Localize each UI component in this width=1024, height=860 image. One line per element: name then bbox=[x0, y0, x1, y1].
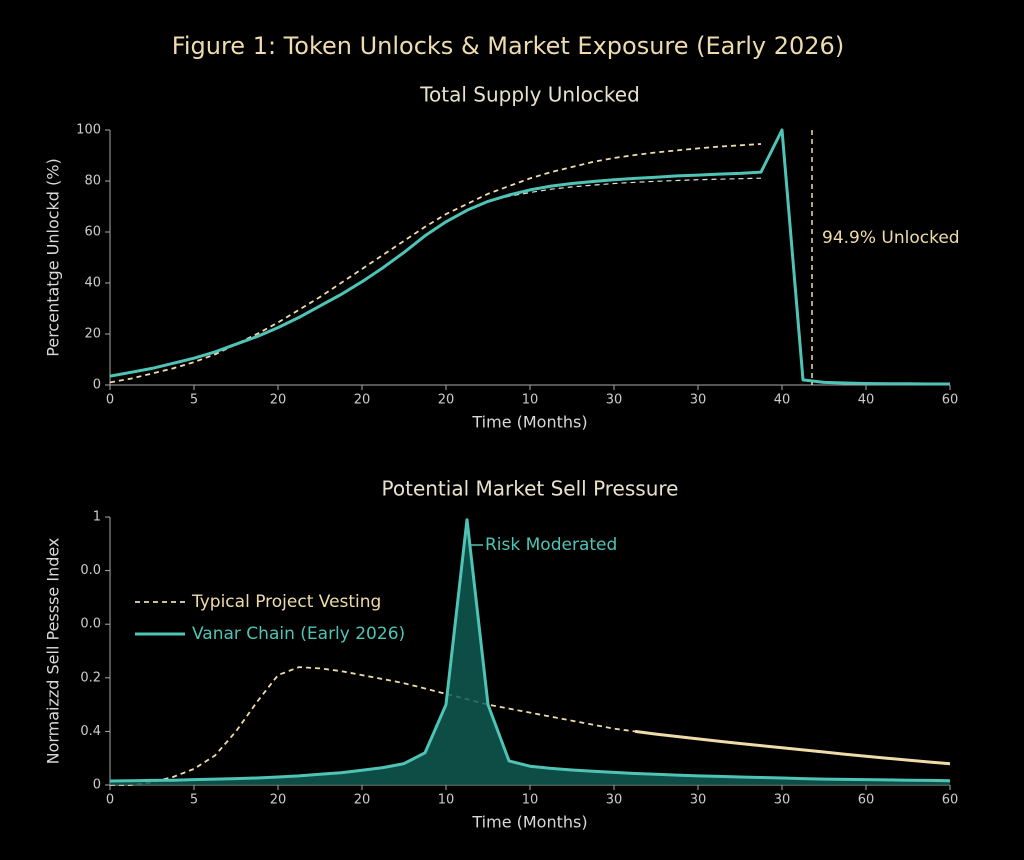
legend-label: Typical Project Vesting bbox=[191, 592, 381, 612]
x-tick-label: 20 bbox=[354, 793, 371, 808]
series-line bbox=[487, 177, 762, 202]
series-line bbox=[109, 143, 762, 384]
x-tick-label: 30 bbox=[690, 793, 707, 808]
x-tick-label: 10 bbox=[522, 793, 539, 808]
x-tick-label: 30 bbox=[690, 393, 707, 408]
y-tick-label: 0.2 bbox=[80, 670, 101, 685]
x-tick-label: 10 bbox=[522, 393, 539, 408]
x-tick-label: 20 bbox=[270, 793, 287, 808]
series-line bbox=[109, 128, 950, 386]
y-axis-label: Percentatge Unlockd (%) bbox=[44, 158, 63, 356]
series-line bbox=[634, 729, 951, 766]
x-tick-label: 30 bbox=[606, 393, 623, 408]
y-tick-label: 0 bbox=[93, 378, 101, 393]
y-tick-label: 100 bbox=[76, 123, 101, 138]
y-tick-label: 0.4 bbox=[80, 724, 101, 739]
x-tick-label: 40 bbox=[858, 393, 875, 408]
y-tick-label: 0 bbox=[93, 778, 101, 793]
y-tick-label: 20 bbox=[84, 327, 101, 342]
x-tick-label: 60 bbox=[858, 793, 875, 808]
x-tick-label: 20 bbox=[438, 393, 455, 408]
chart-title: Potential Market Sell Pressure bbox=[382, 477, 679, 501]
x-tick-label: 0 bbox=[106, 793, 114, 808]
y-tick-label: 80 bbox=[84, 174, 101, 189]
x-tick-label: 0 bbox=[106, 393, 114, 408]
x-tick-label: 60 bbox=[942, 393, 959, 408]
x-axis-label: Time (Months) bbox=[471, 813, 587, 832]
x-tick-label: 5 bbox=[190, 393, 198, 408]
y-tick-label: 60 bbox=[84, 225, 101, 240]
y-axis-label: Normaizzd Sell Pessse Index bbox=[44, 538, 63, 765]
annotation: 94.9% Unlocked bbox=[822, 228, 960, 248]
x-axis-label: Time (Months) bbox=[471, 413, 587, 432]
x-tick-label: 30 bbox=[606, 793, 623, 808]
x-tick-label: 20 bbox=[270, 393, 287, 408]
series-line bbox=[109, 518, 951, 783]
x-tick-label: 60 bbox=[942, 793, 959, 808]
y-tick-label: 40 bbox=[84, 276, 101, 291]
x-tick-label: 30 bbox=[774, 793, 791, 808]
y-tick-label: 0.0 bbox=[80, 617, 101, 632]
y-tick-label: 0.0 bbox=[80, 563, 101, 578]
x-tick-label: 20 bbox=[354, 393, 371, 408]
series-line bbox=[110, 666, 636, 786]
annotation: Risk Moderated bbox=[485, 535, 617, 555]
x-tick-label: 10 bbox=[438, 793, 455, 808]
x-tick-label: 5 bbox=[190, 793, 198, 808]
legend-label: Vanar Chain (Early 2026) bbox=[192, 624, 405, 644]
figure-title: Figure 1: Token Unlocks & Market Exposur… bbox=[172, 32, 844, 60]
x-tick-label: 40 bbox=[774, 393, 791, 408]
chart-title: Total Supply Unlocked bbox=[419, 83, 640, 107]
y-tick-label: 1 bbox=[93, 510, 101, 525]
